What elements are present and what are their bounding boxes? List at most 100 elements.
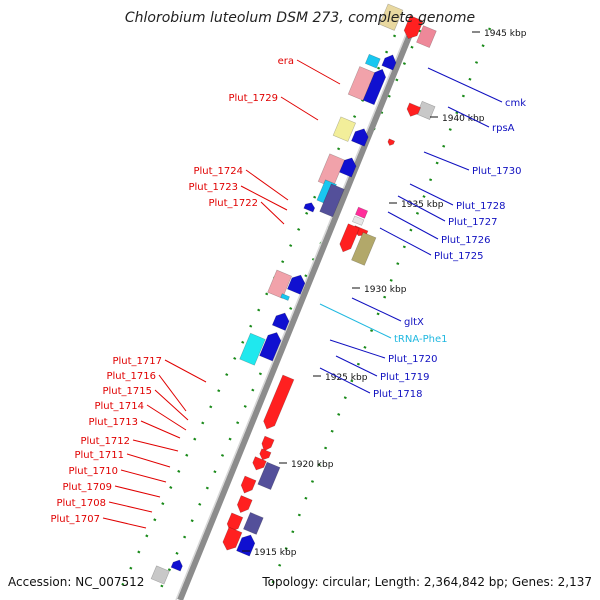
scale-label-4: 1925 kbp <box>325 373 368 383</box>
plut-1713-gene-shape <box>240 475 257 494</box>
left-leader-11 <box>126 453 171 468</box>
feature-top-b-shape <box>403 15 424 39</box>
era-gene-shape <box>416 100 436 120</box>
left-leader-12 <box>120 469 167 483</box>
plut-1723-gene-shape <box>352 215 365 226</box>
plut-1708-gene-shape <box>222 526 243 551</box>
rpsA-gene <box>347 66 375 101</box>
left-leader-1 <box>280 96 319 121</box>
left-leader-2 <box>245 169 289 201</box>
plut-1710-gene-shape <box>243 512 264 535</box>
plut-1724-gene-shape <box>354 206 369 219</box>
plut-1718-gene-shape <box>239 332 266 366</box>
feature-bottom-b <box>150 565 170 585</box>
plut-1725-gene-shape <box>319 183 345 218</box>
right-leader-7 <box>351 297 402 322</box>
right-label-7: gltX <box>404 317 424 328</box>
right-label-3: Plut_1728 <box>456 201 506 212</box>
left-label-2: Plut_1724 <box>193 166 243 177</box>
cmk-gene <box>381 54 397 71</box>
left-leader-15 <box>102 517 147 529</box>
plut-1707-gene <box>236 534 256 557</box>
left-leader-9 <box>140 420 181 439</box>
left-leader-14 <box>108 501 153 513</box>
plut-1729-gene-shape <box>387 138 396 146</box>
era-arrow-shape <box>406 102 422 117</box>
plut-1708-gene <box>222 526 243 551</box>
feature-top-a <box>379 3 404 31</box>
accession-label: Accession: NC_007512 <box>8 575 145 589</box>
plut-1722-gene-shape <box>339 223 360 253</box>
right-leader-5 <box>387 211 439 240</box>
tRNA-Phe1-gene-shape <box>280 293 290 301</box>
right-label-11: Plut_1718 <box>373 389 423 400</box>
right-label-0: cmk <box>505 98 526 109</box>
feature-top-b <box>403 15 424 39</box>
left-label-11: Plut_1711 <box>74 450 124 461</box>
plut-1724-gene <box>354 206 369 219</box>
left-label-14: Plut_1708 <box>56 498 106 509</box>
plut-1714-gene-shape <box>252 456 267 471</box>
right-label-2: Plut_1730 <box>472 166 522 177</box>
era-arrow <box>406 102 422 117</box>
scale-label-3: 1930 kbp <box>364 285 407 295</box>
rpsA-gene-blue <box>362 68 386 106</box>
left-leader-3 <box>240 185 288 211</box>
feature-top-c <box>416 25 437 49</box>
left-label-10: Plut_1712 <box>80 436 130 447</box>
topology-label: Topology: circular; Length: 2,364,842 bp… <box>262 575 592 589</box>
plut-1719-gene-shape <box>259 332 282 362</box>
rpsA-gene-blue-shape <box>362 68 386 106</box>
right-label-6: Plut_1725 <box>434 251 484 262</box>
plut-1715-gene-shape <box>259 448 272 461</box>
plut-1730-gene-shape <box>332 116 357 142</box>
rpsA-gene-shape <box>347 66 375 101</box>
plut-1716-gene <box>261 435 275 452</box>
plut-1722-block-shape <box>351 231 377 266</box>
left-leader-4 <box>260 201 285 225</box>
left-leader-8 <box>146 404 187 431</box>
right-leader-10 <box>335 355 378 377</box>
plut-1730-gene-a <box>351 128 369 147</box>
era-gene <box>416 100 436 120</box>
right-leader-9 <box>329 339 386 359</box>
left-leader-6 <box>158 374 187 412</box>
right-label-4: Plut_1727 <box>448 217 498 228</box>
left-leader-7 <box>154 389 189 421</box>
plut-1722-block <box>351 231 377 266</box>
cmk-neighbor <box>364 53 381 69</box>
left-label-15: Plut_1707 <box>50 514 100 525</box>
plut-1710-gene <box>243 512 264 535</box>
plut-1725-arrow-shape <box>303 202 316 213</box>
scale-label-1: 1940 kbp <box>442 114 485 124</box>
plut-1730-gene <box>332 116 357 142</box>
plut-1714-gene <box>252 456 267 471</box>
right-label-5: Plut_1726 <box>441 235 491 246</box>
right-leader-2 <box>423 151 470 171</box>
tRNA-Phe1-gene <box>280 293 290 301</box>
map-title: Chlorobium luteolum DSM 273, complete ge… <box>124 10 476 26</box>
plut-1715-gene <box>259 448 272 461</box>
plut-1718-gene <box>239 332 266 366</box>
plut-1723-gene <box>352 215 365 226</box>
left-label-13: Plut_1709 <box>62 482 112 493</box>
gltX-block <box>267 269 293 299</box>
tick-track-2 <box>118 34 397 591</box>
left-leader-13 <box>114 485 161 498</box>
right-label-9: Plut_1720 <box>388 354 438 365</box>
scale-label-2: 1935 kbp <box>401 200 444 210</box>
right-label-10: Plut_1719 <box>380 372 430 383</box>
feature-bottom-a <box>170 559 183 572</box>
right-label-1: rpsA <box>492 123 515 134</box>
backbone-line <box>177 20 418 600</box>
right-leader-1 <box>447 106 490 128</box>
left-label-6: Plut_1716 <box>106 371 156 382</box>
feature-top-c-shape <box>416 25 437 49</box>
plut-1720-gene-shape <box>271 312 290 331</box>
plut-1722-gene <box>339 223 360 253</box>
plut-1709-gene-shape <box>226 512 244 533</box>
left-leader-0 <box>296 59 341 85</box>
right-leader-0 <box>427 67 503 103</box>
